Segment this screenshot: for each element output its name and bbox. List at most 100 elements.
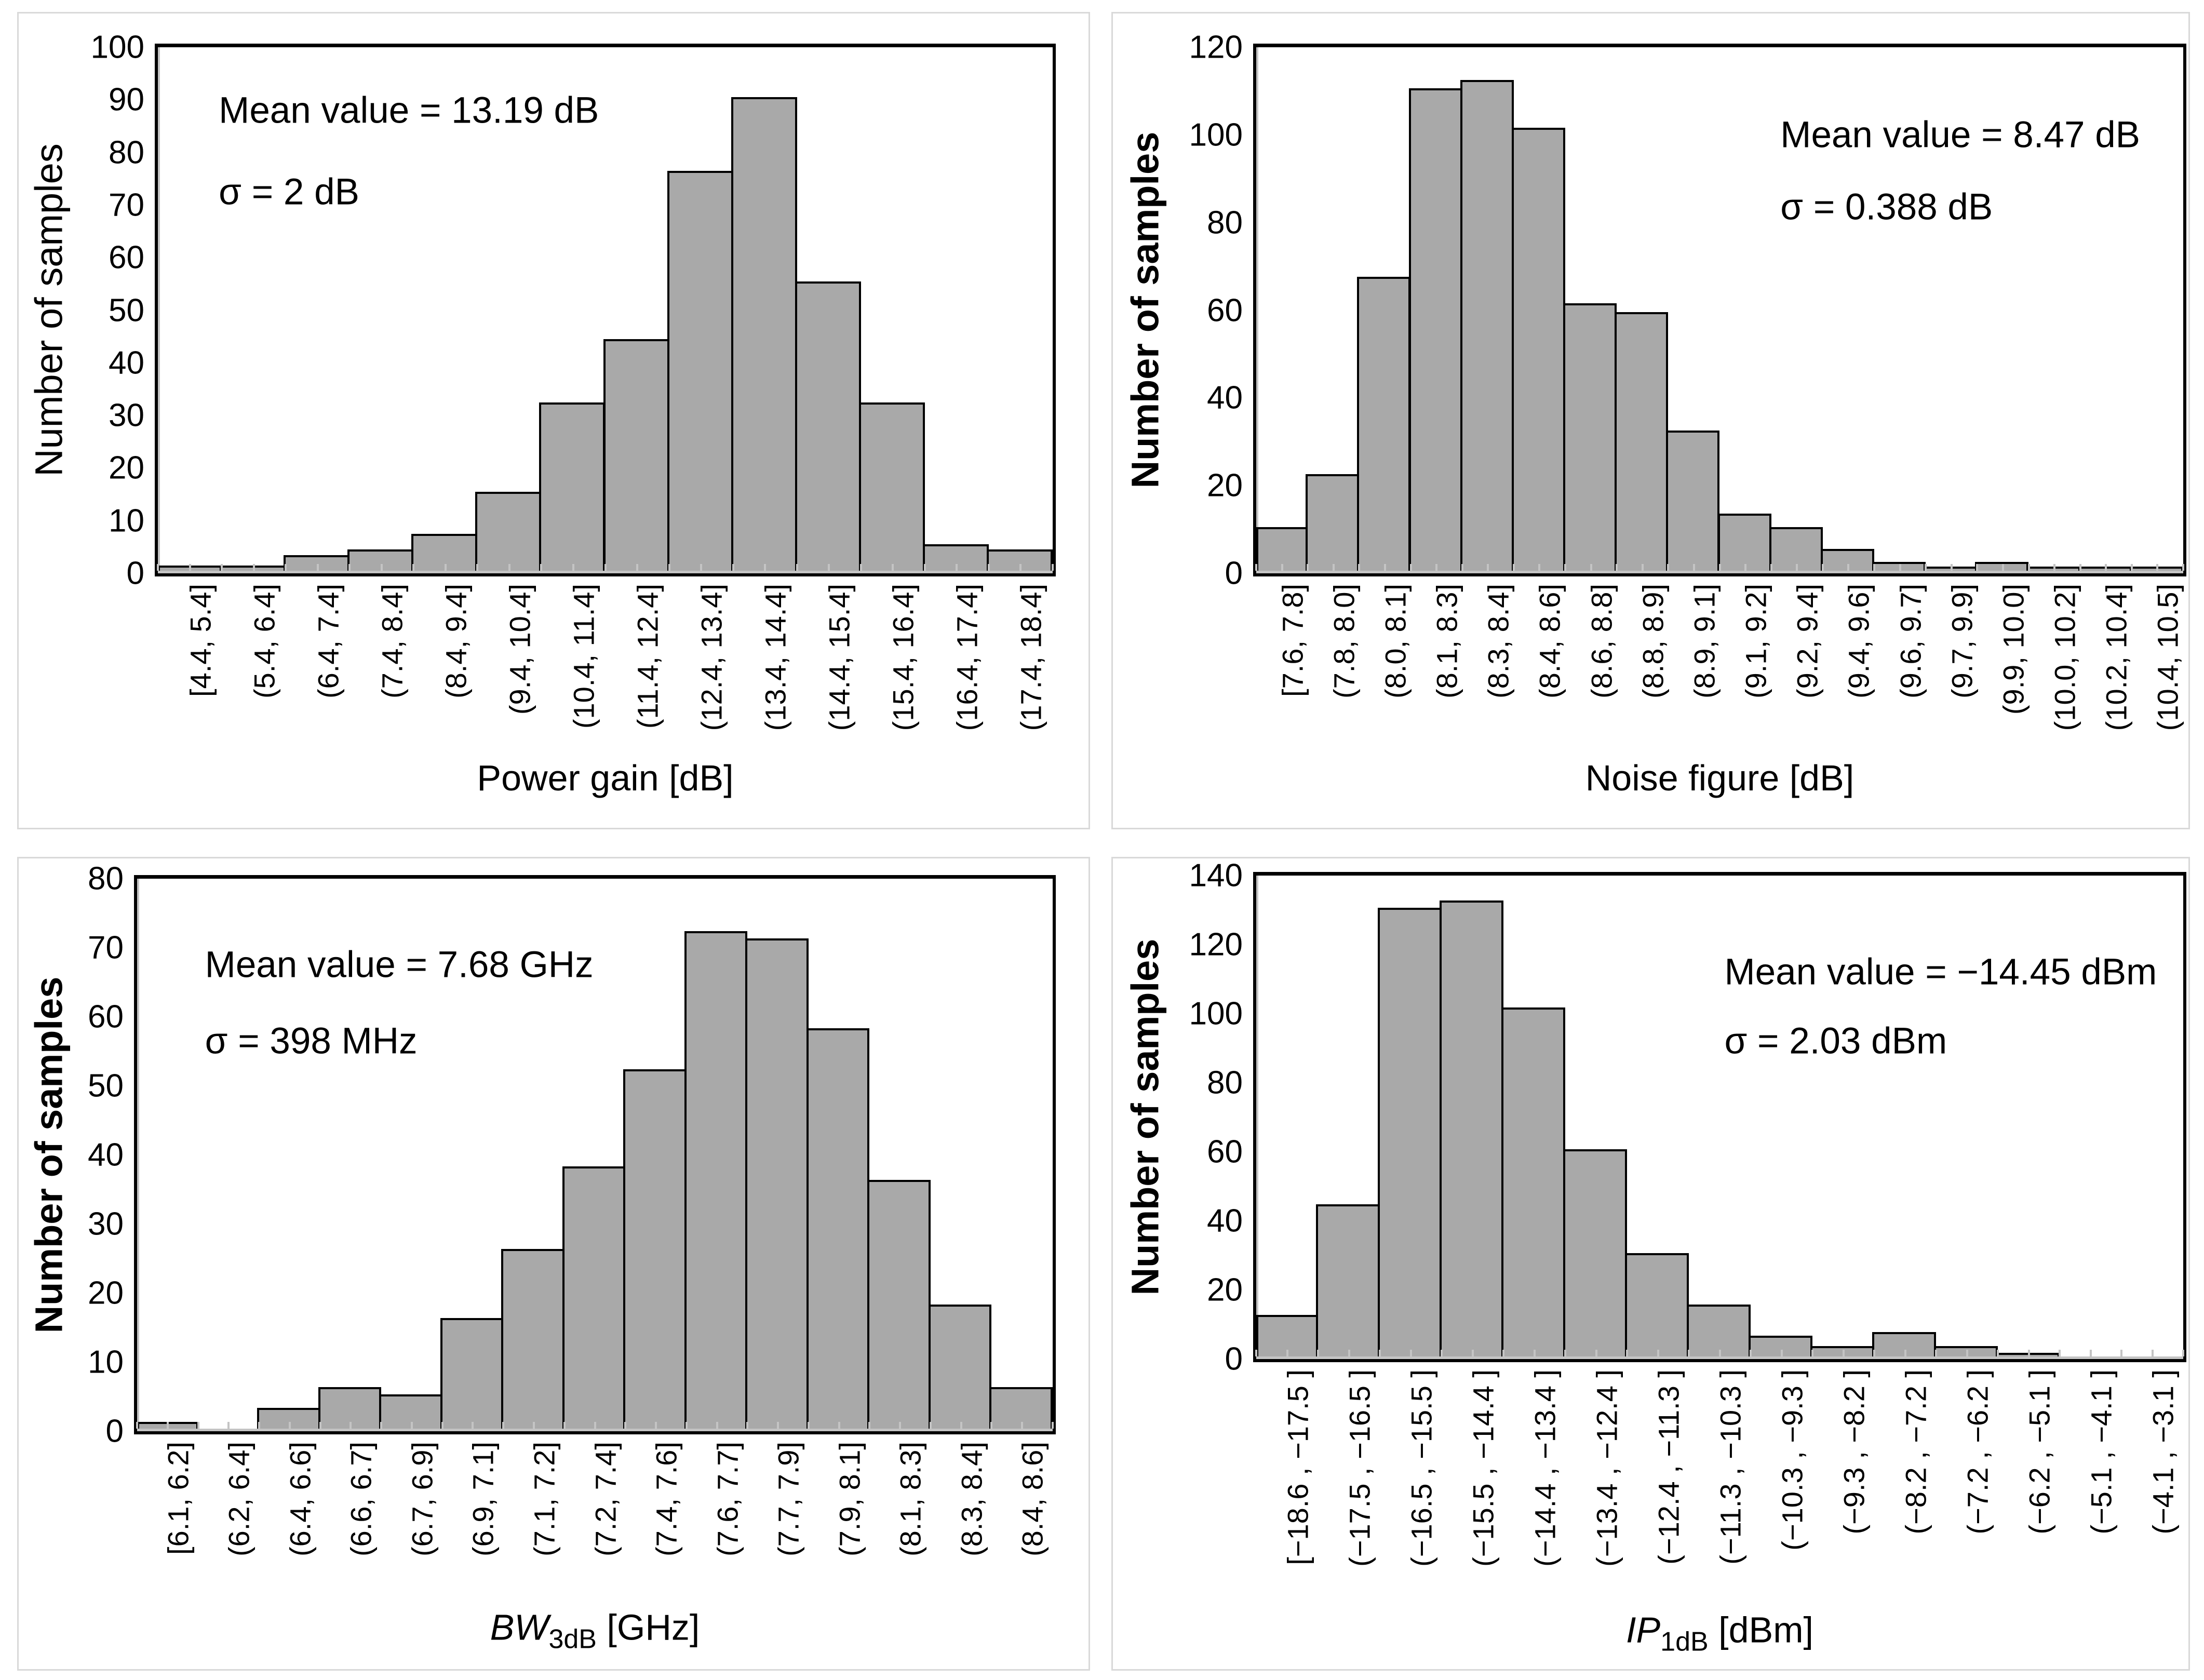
x-axis-tick <box>1744 564 1747 571</box>
x-tick-label: [7.6, 7.8] <box>1276 584 1309 697</box>
histogram-bar <box>1615 312 1669 571</box>
x-tick-label: (7.1, 7.2] <box>528 1442 561 1557</box>
x-tick-label: (10.4, 10.5] <box>2151 584 2184 731</box>
x-axis-tick <box>288 1422 291 1429</box>
x-axis-tick <box>636 564 639 571</box>
x-axis-title: BW3dB [GHz] <box>490 1607 700 1655</box>
x-tick-label: (−9.3 , −8.2 ] <box>1837 1369 1870 1535</box>
x-axis-tick <box>1750 1350 1752 1356</box>
x-axis-tick <box>1616 564 1618 571</box>
x-axis-tick <box>746 1422 749 1429</box>
mean-annotation: Mean value = −14.45 dBm <box>1724 951 2157 993</box>
x-axis-tick <box>380 564 383 571</box>
x-axis-tick <box>685 1422 688 1429</box>
x-axis-tick <box>412 564 415 571</box>
histogram-bar <box>1687 1305 1751 1356</box>
histogram-bar <box>603 339 669 571</box>
x-axis-tick <box>828 564 830 571</box>
y-tick-label: 80 <box>109 135 144 171</box>
x-axis-tick <box>1692 564 1695 571</box>
x-axis-tick <box>1873 1350 1875 1356</box>
histogram-bar <box>745 938 809 1429</box>
x-tick-label: (8.1, 8.3] <box>894 1442 927 1557</box>
x-tick-label: (9.4, 10.4] <box>503 584 536 715</box>
histogram-bar <box>989 1387 1053 1429</box>
y-axis-title: Number of samples <box>1123 938 1167 1296</box>
y-tick-label: 120 <box>1189 926 1243 963</box>
y-tick-label: 70 <box>88 930 124 966</box>
x-axis-tick <box>444 564 447 571</box>
x-axis-tick <box>987 564 990 571</box>
x-axis-tick <box>252 564 255 571</box>
x-tick-label: (7.7, 7.9] <box>772 1442 805 1557</box>
plot-area <box>1253 44 2186 576</box>
x-axis-baseline <box>137 1429 1053 1431</box>
x-axis-tick <box>1626 1350 1628 1356</box>
x-tick-label: (8.9, 9.1] <box>1688 584 1721 699</box>
y-tick-label: 100 <box>90 29 144 65</box>
x-tick-label: (−17.5 , −16.5 ] <box>1343 1369 1376 1567</box>
histogram-bar <box>1460 79 1514 571</box>
histogram-bar <box>1501 1007 1565 1356</box>
x-axis-tick <box>1780 1350 1783 1356</box>
x-axis-tick <box>1019 564 1022 571</box>
x-axis-tick <box>2059 1350 2061 1356</box>
histogram-bar <box>731 97 797 571</box>
y-tick-label: 20 <box>1207 1272 1243 1308</box>
x-tick-label: (9.6, 9.7] <box>1894 584 1927 699</box>
x-axis-title-part: [GHz] <box>596 1607 700 1648</box>
x-axis-tick <box>1770 564 1772 571</box>
x-tick-label: (8.3, 8.4] <box>1482 584 1515 699</box>
x-axis-tick <box>1281 564 1283 571</box>
histogram-bar <box>1256 527 1308 571</box>
histogram-bar <box>440 1318 504 1429</box>
y-tick-label: 50 <box>88 1068 124 1104</box>
histogram-bar <box>1563 303 1617 571</box>
y-tick-label: 100 <box>1189 996 1243 1032</box>
x-tick-label: (7.9, 8.1] <box>833 1442 866 1557</box>
x-axis-tick <box>1255 1350 1257 1356</box>
x-axis-title-part: [dBm] <box>1708 1609 1813 1650</box>
x-axis-tick <box>594 1422 596 1429</box>
x-tick-label: (7.6, 7.7] <box>711 1442 744 1557</box>
x-axis-tick <box>1502 1350 1504 1356</box>
x-tick-label: (10.2, 10.4] <box>2100 584 2133 731</box>
x-tick-label: (12.4, 13.4] <box>695 584 728 731</box>
x-axis-baseline <box>1256 571 2183 573</box>
x-axis-tick <box>2053 564 2056 571</box>
sigma-annotation: σ = 2 dB <box>219 171 359 213</box>
x-axis-tick <box>2182 1350 2184 1356</box>
y-tick-label: 0 <box>1225 1341 1243 1377</box>
x-tick-label: (13.4, 14.4] <box>759 584 792 731</box>
x-tick-label: (9.4, 9.6] <box>1842 584 1875 699</box>
histogram-bar <box>867 1180 931 1429</box>
histogram-bar <box>1256 1315 1318 1356</box>
plot-area <box>1253 872 2186 1362</box>
x-tick-label: (8.3, 8.4] <box>955 1442 988 1557</box>
x-axis-tick <box>572 564 574 571</box>
x-axis-tick <box>668 564 670 571</box>
y-tick-label: 100 <box>1189 117 1243 153</box>
x-axis-title-part: IP <box>1626 1609 1661 1650</box>
x-tick-label: (10.4, 11.4] <box>567 584 600 729</box>
histogram-bar <box>858 402 925 571</box>
x-axis-title: IP1dB [dBm] <box>1626 1609 1813 1658</box>
x-axis-tick <box>1409 564 1412 571</box>
x-axis-tick <box>1255 564 1257 571</box>
histogram-bar <box>1563 1149 1627 1356</box>
x-axis-tick <box>350 1422 352 1429</box>
x-axis-tick <box>899 1422 902 1429</box>
x-axis-tick <box>1966 1350 1968 1356</box>
x-axis-tick <box>1358 564 1361 571</box>
x-tick-label: (6.9, 7.1] <box>466 1442 500 1557</box>
histogram-bar <box>1306 474 1360 571</box>
y-tick-label: 0 <box>105 1413 124 1449</box>
x-axis-tick <box>1847 564 1850 571</box>
x-axis-tick <box>1435 564 1438 571</box>
x-axis-tick <box>1667 564 1670 571</box>
x-axis-tick <box>227 1422 230 1429</box>
x-axis-tick <box>502 1422 505 1429</box>
x-tick-label: (6.6, 6.7] <box>344 1442 378 1557</box>
y-tick-label: 80 <box>88 861 124 897</box>
x-axis-title-part: Noise figure [dB] <box>1585 758 1854 798</box>
